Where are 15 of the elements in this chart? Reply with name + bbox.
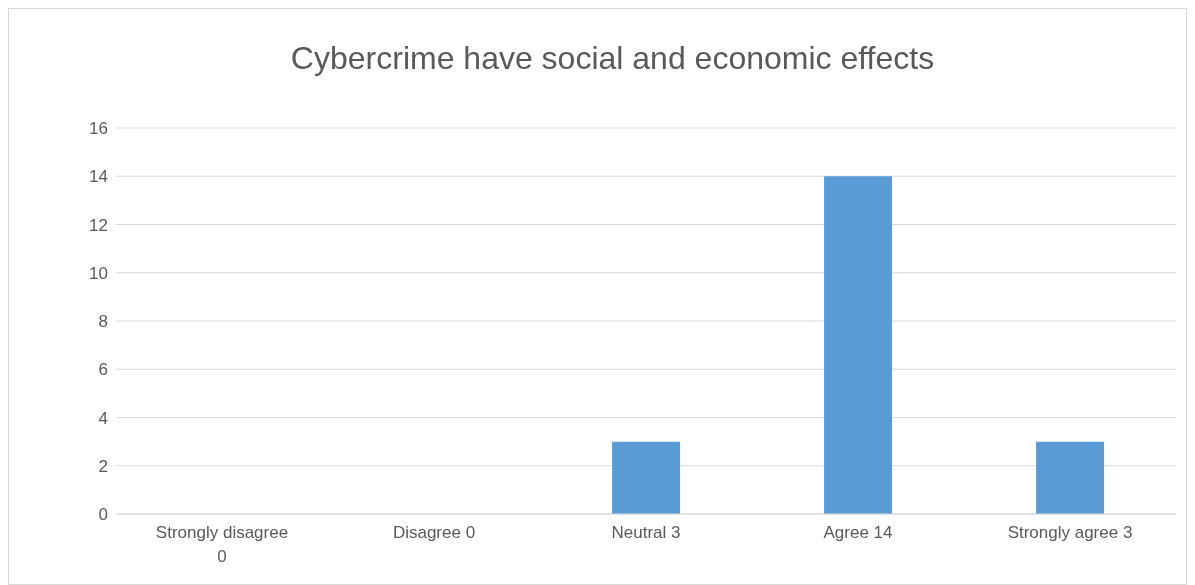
x-tick-label: Strongly agree 3 — [1007, 523, 1133, 542]
y-tick-label: 6 — [98, 360, 108, 380]
y-tick-label: 2 — [98, 456, 108, 476]
y-tick-label: 4 — [98, 408, 108, 428]
y-tick-label: 16 — [89, 119, 108, 139]
y-tick-label: 10 — [89, 263, 108, 283]
x-tick-label: Strongly disagree 0 — [155, 523, 289, 566]
x-tick-label: Agree 14 — [823, 523, 893, 542]
y-tick-label: 12 — [89, 215, 108, 235]
y-tick-label: 14 — [89, 167, 108, 187]
y-tick-label: 8 — [98, 312, 108, 332]
y-tick-label: 0 — [98, 505, 108, 525]
x-tick-label: Neutral 3 — [611, 523, 681, 542]
x-tick-label: Disagree 0 — [392, 523, 476, 542]
chart-title: Cybercrime have social and economic effects — [289, 39, 936, 78]
